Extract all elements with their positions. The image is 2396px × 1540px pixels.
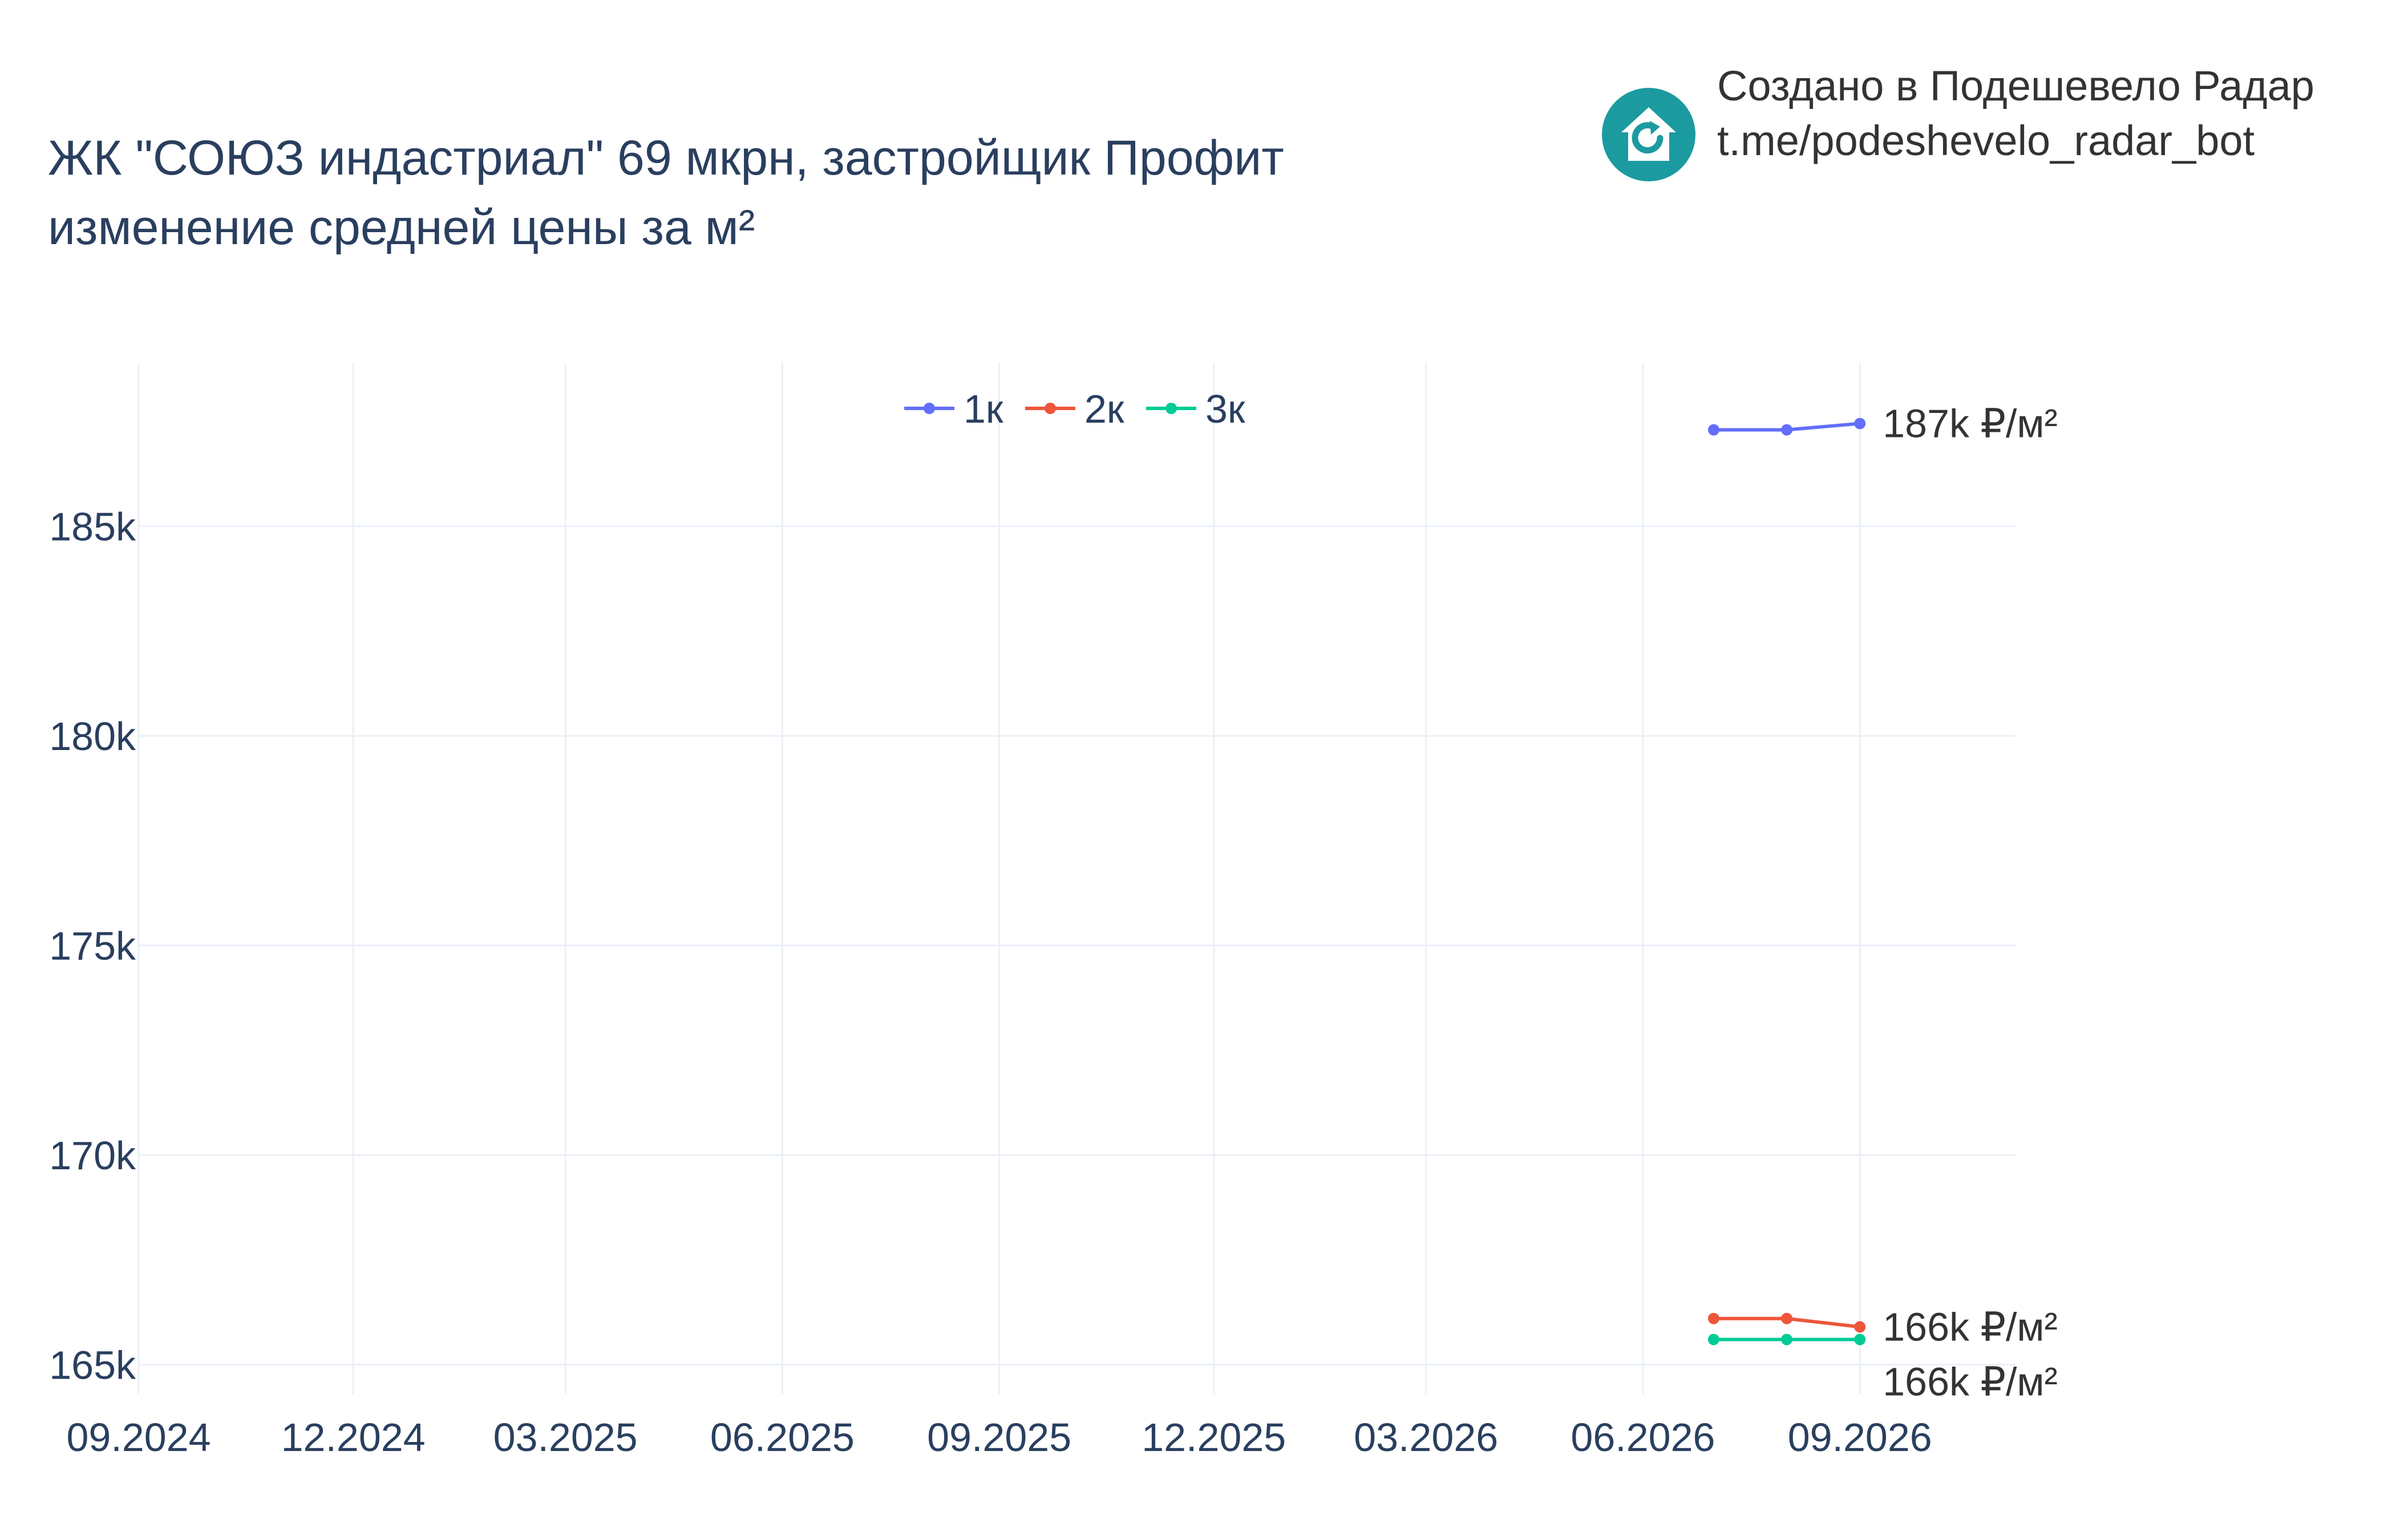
chart-title: ЖК "СОЮЗ индастриал" 69 мкрн, застройщик…: [48, 131, 1284, 185]
data-point: [1707, 1312, 1719, 1324]
data-point: [1707, 424, 1719, 436]
legend-item-2[interactable]: 2к: [1025, 387, 1124, 431]
x-tick-label: 09.2026: [1788, 1415, 1932, 1460]
data-point: [1854, 1321, 1866, 1333]
series-layer: [1707, 418, 1866, 1346]
x-tick-label: 09.2025: [927, 1415, 1071, 1460]
axis-layer: 09.2024 12.2024 03.2025 06.2025 09.2025 12.20…: [49, 505, 1932, 1460]
x-tick-label: 03.2026: [1354, 1415, 1498, 1460]
y-tick-label: 185k: [49, 505, 136, 549]
annotation-layer: 187k ₽/м² 166k ₽/м² 166k ₽/м²: [1883, 402, 2058, 1404]
legend-label: 1к: [964, 387, 1003, 431]
legend-item-3[interactable]: 3к: [1146, 387, 1245, 431]
y-tick-label: 170k: [49, 1133, 136, 1178]
branding: Создано в Подешевело Радар t.me/podeshev…: [1602, 62, 2314, 181]
branding-line-1: Создано в Подешевело Радар: [1717, 62, 2314, 110]
legend-label: 3к: [1205, 387, 1245, 431]
branding-line-2[interactable]: t.me/podeshevelo_radar_bot: [1717, 117, 2255, 164]
x-tick-label: 03.2025: [493, 1415, 638, 1460]
series-end-label: 187k ₽/м²: [1883, 402, 2058, 446]
data-point: [1854, 418, 1866, 429]
series-end-label: 166k ₽/м²: [1883, 1359, 2058, 1404]
y-tick-label: 180k: [49, 714, 136, 759]
data-point: [1707, 1334, 1719, 1346]
legend-swatch-marker: [1045, 403, 1056, 414]
legend-item-1[interactable]: 1к: [904, 387, 1003, 431]
chart-subtitle: изменение средней цены за м²: [48, 200, 755, 255]
y-tick-label: 165k: [49, 1343, 136, 1388]
legend-label: 2к: [1084, 387, 1124, 431]
grid-layer: [137, 363, 2015, 1394]
data-point: [1781, 1334, 1793, 1346]
x-tick-label: 12.2025: [1142, 1415, 1286, 1460]
x-tick-label: 06.2025: [710, 1415, 855, 1460]
x-tick-label: 12.2024: [281, 1415, 426, 1460]
data-point: [1781, 424, 1793, 436]
legend-swatch-marker: [924, 403, 935, 414]
series-end-label: 166k ₽/м²: [1883, 1304, 2058, 1349]
x-tick-label: 09.2024: [66, 1415, 211, 1460]
house-refresh-icon: [1602, 88, 1695, 181]
data-point: [1854, 1334, 1866, 1346]
legend: 1к 2к 3к: [904, 387, 1245, 431]
legend-swatch-marker: [1165, 403, 1177, 414]
x-tick-label: 06.2026: [1571, 1415, 1715, 1460]
y-tick-label: 175k: [49, 924, 136, 968]
data-point: [1781, 1312, 1793, 1324]
